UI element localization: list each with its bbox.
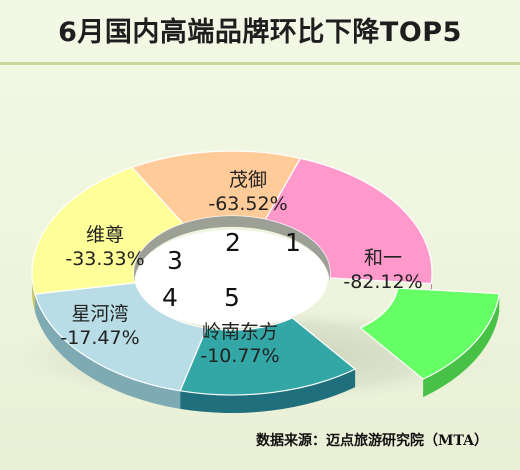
slice-labels: 和一-82.12% 茂御-63.52% 维尊-33.33% 星河湾-17.47% 岭南东…	[60, 169, 422, 367]
chart-title: 6月国内高端品牌环比下降TOP5	[58, 17, 462, 48]
slice-name-label-1: 和一	[364, 247, 402, 269]
slice-name-label-3: 维尊	[86, 224, 124, 246]
rank-labels: 1 2 3 4 5	[162, 228, 301, 312]
rank-label-5: 5	[224, 283, 240, 312]
rank-label-1: 1	[285, 228, 301, 257]
slice-3	[31, 166, 185, 295]
slice-value-label-1: -82.12%	[343, 271, 422, 293]
slice-side-6	[423, 293, 500, 398]
slice-side-4	[35, 294, 181, 409]
slice-name-label-2: 茂御	[229, 169, 267, 191]
slice-name-label-5: 岭南东方	[202, 321, 278, 343]
slice-4	[34, 282, 208, 392]
slice-value-label-2: -63.52%	[208, 193, 287, 215]
slice-name-label-4: 星河湾	[71, 303, 128, 325]
rank-label-2: 2	[225, 228, 241, 257]
donut-chart: 和一-82.12% 茂御-63.52% 维尊-33.33% 星河湾-17.47% 岭南东…	[5, 150, 505, 413]
rank-label-4: 4	[162, 283, 178, 312]
hole-center	[136, 230, 328, 328]
data-source-note: 数据来源：迈点旅游研究院（MTA）	[255, 433, 488, 449]
rank-label-3: 3	[167, 246, 183, 275]
slice-side-3	[32, 273, 36, 313]
hole-inner-wall	[134, 216, 330, 284]
slice-6	[359, 287, 500, 380]
slice-side-5	[180, 369, 356, 413]
slice-value-label-4: -17.47%	[60, 327, 139, 349]
slice-value-label-5: -10.77%	[200, 345, 279, 367]
slice-tops	[31, 150, 500, 396]
title-divider	[0, 62, 520, 65]
slice-5	[179, 317, 357, 396]
slice-value-label-3: -33.33%	[65, 248, 144, 270]
